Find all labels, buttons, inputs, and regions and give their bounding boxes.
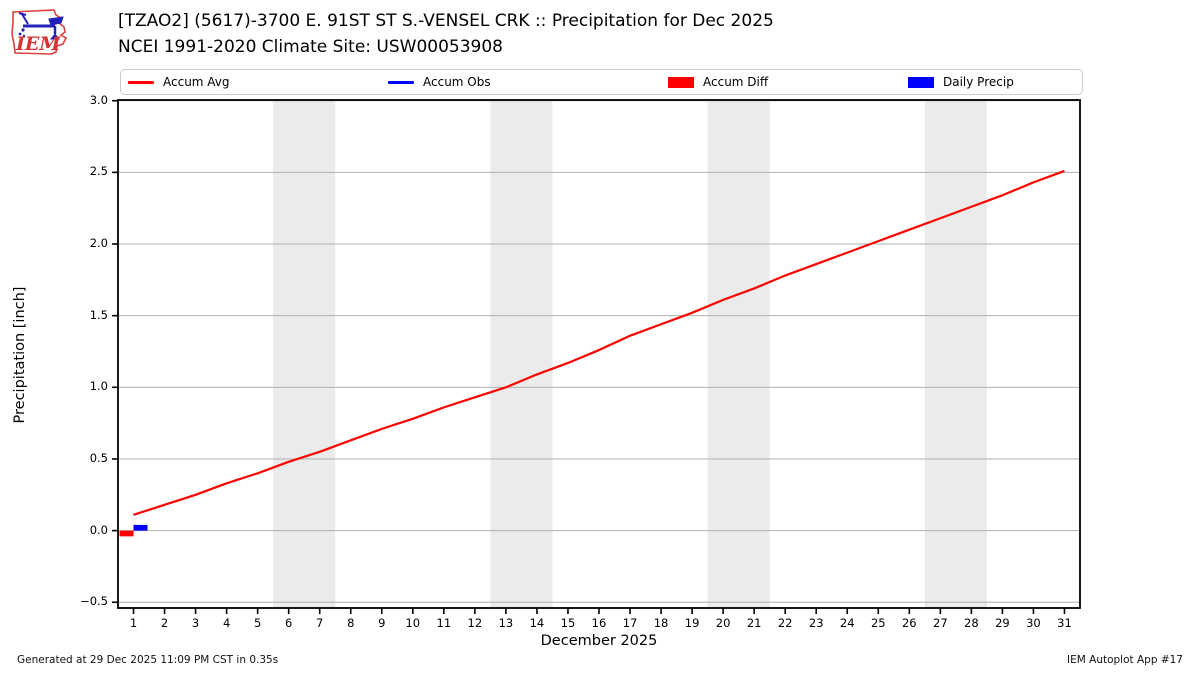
x-tick-label: 9 [378,616,386,630]
legend-item-accum-diff: Accum Diff [668,70,768,94]
x-tick-label: 20 [715,616,731,630]
generated-timestamp: Generated at 29 Dec 2025 11:09 PM CST in… [17,654,279,666]
x-tick-label: 4 [222,616,231,630]
x-tick-label: 8 [347,616,355,630]
x-tick-label: 27 [933,616,948,630]
x-tick-label: 23 [808,616,824,630]
legend-item-accum-avg: Accum Avg [128,70,230,94]
y-axis-label: Precipitation [inch] [12,286,28,424]
weekend-band [273,100,336,608]
x-tick-label: 12 [467,616,483,630]
legend-item-daily-precip: Daily Precip [908,70,1014,94]
x-tick-label: 2 [160,616,169,630]
x-tick-label: 18 [653,616,669,630]
daily-precip-bar [133,524,148,531]
x-tick-label: 25 [870,616,886,630]
legend-item-accum-obs: Accum Obs [388,70,491,94]
accum-avg-line [133,169,1065,516]
y-tick-label: 3.0 [89,92,108,107]
accum-diff-swatch-icon [668,76,694,88]
accum-diff-bar [119,530,134,537]
x-tick-label: 15 [560,616,576,630]
x-tick-label: 22 [777,616,793,630]
x-tick-label: 14 [529,616,545,630]
y-tick-label: 1.5 [89,307,108,322]
accum-obs-swatch-icon [388,80,414,84]
x-tick-label: 7 [316,616,324,630]
legend-label: Accum Avg [163,75,230,89]
x-tick-label: 29 [995,616,1010,630]
y-tick-label: 2.5 [89,164,108,179]
x-tick-label: 6 [285,616,293,630]
x-tick-label: 1 [129,616,138,630]
y-tick-label: 0.0 [89,522,108,537]
x-tick-label: 10 [405,616,421,630]
x-tick-label: 21 [746,616,762,630]
x-tick-label: 5 [253,616,262,630]
chart-title-block: [TZAO2] (5617)-3700 E. 91ST ST S.-VENSEL… [118,8,1118,60]
x-tick-label: 16 [591,616,607,630]
y-tick-label: 2.0 [89,236,108,251]
iem-logo: IEM [11,9,68,55]
iem-logo-text: IEM [15,33,61,55]
app-credit: IEM Autoplot App #17 [1067,654,1183,666]
daily-precip-swatch-icon [908,76,934,88]
x-tick-label: 17 [622,616,638,630]
x-tick-label: 31 [1057,616,1072,630]
x-tick-label: 24 [839,616,855,630]
x-axis-label: December 2025 [540,633,658,649]
x-tick-label: 3 [191,616,200,630]
legend-label: Accum Diff [703,75,769,89]
x-tick-label: 11 [436,616,452,630]
weekend-band [924,100,987,608]
x-tick-label: 13 [498,616,514,630]
x-tick-label: 19 [684,616,700,630]
chart-subtitle: NCEI 1991-2020 Climate Site: USW00053908 [118,37,503,57]
x-tick-label: 26 [901,616,917,630]
weekend-band [707,100,770,608]
weekend-band [490,100,553,608]
chart-title: [TZAO2] (5617)-3700 E. 91ST ST S.-VENSEL… [118,11,774,31]
accum-avg-swatch-icon [128,80,154,84]
y-tick-label: 0.5 [89,450,108,465]
x-tick-label: 30 [1026,616,1041,630]
y-tick-label: −0.5 [80,594,108,609]
legend: Accum Avg Accum Obs Accum Diff Daily Precip [120,69,1083,95]
legend-label: Daily Precip [943,75,1014,89]
y-tick-label: 1.0 [89,379,108,394]
legend-label: Accum Obs [423,75,491,89]
x-tick-label: 28 [964,616,979,630]
weather-vane-icon [18,12,64,40]
